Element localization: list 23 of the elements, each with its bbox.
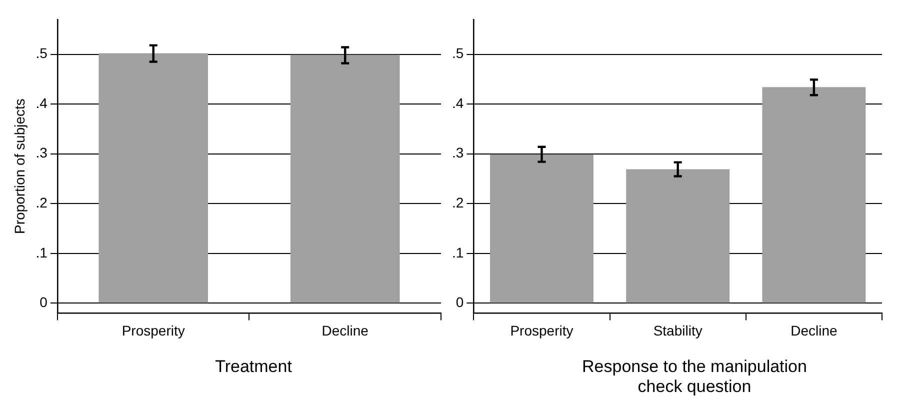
y-tick-label: .3 (452, 144, 464, 161)
y-tick-label: .5 (36, 45, 48, 62)
y-tick-label: .4 (36, 94, 48, 111)
x-tick-label: Prosperity (510, 322, 574, 338)
bar (490, 154, 594, 303)
y-tick-label: 0 (40, 294, 48, 310)
x-axis-title: Response to the manipulation check question (581, 357, 808, 397)
y-tick-label: .2 (452, 194, 464, 211)
y-tick-label: .4 (452, 94, 464, 111)
y-tick-label: .1 (36, 244, 48, 260)
y-axis-title: Proportion of subjects (11, 98, 28, 234)
x-tick-label: Stability (653, 322, 702, 338)
x-axis-title: Treatment (214, 357, 293, 377)
y-tick-label: .3 (36, 144, 48, 161)
bar (626, 169, 730, 303)
y-tick-label: .5 (452, 45, 464, 62)
x-tick-label: Decline (790, 322, 838, 338)
y-tick-label: .1 (452, 244, 464, 260)
y-tick-label: .2 (36, 194, 48, 211)
x-tick-label: Decline (322, 322, 369, 338)
bar (762, 87, 866, 303)
x-tick-label: Prosperity (122, 322, 185, 338)
y-tick-label: 0 (456, 294, 464, 310)
